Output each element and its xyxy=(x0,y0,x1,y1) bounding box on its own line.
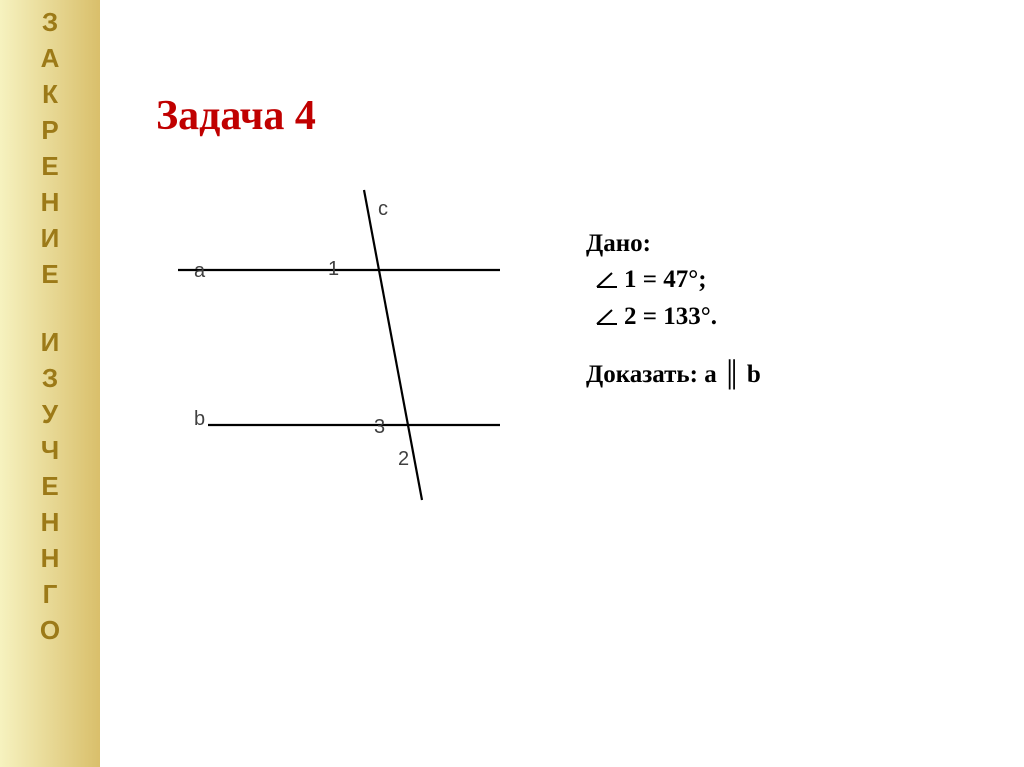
sidebar-letter: Н xyxy=(0,504,100,540)
sidebar-letter: Ч xyxy=(0,432,100,468)
angle-icon xyxy=(594,270,620,290)
sidebar-letter: Н xyxy=(0,540,100,576)
sidebar-letter: И xyxy=(0,220,100,256)
sidebar-letter: З xyxy=(0,4,100,40)
sidebar-letter: И xyxy=(0,324,100,360)
sidebar-letter: К xyxy=(0,76,100,112)
sidebar-letter: З xyxy=(0,360,100,396)
sidebar-letter: Р xyxy=(0,112,100,148)
problem-title: Задача 4 xyxy=(156,92,316,140)
geometry-diagram: c a b 1 32 xyxy=(160,180,520,510)
diagram-label-b: b xyxy=(194,408,205,431)
sidebar-letter: О xyxy=(0,612,100,648)
angle-1-text: 1 = 47°; xyxy=(624,262,707,298)
angle-2-text: 2 = 133°. xyxy=(624,299,717,335)
diagram-label-n2: 2 xyxy=(398,448,409,471)
sidebar-letter: Е xyxy=(0,256,100,292)
given-angle-1: 1 = 47°; xyxy=(586,262,761,298)
sidebar-letter: У xyxy=(0,396,100,432)
diagram-label-n3: 3 xyxy=(374,416,385,439)
given-angle-2: 2 = 133°. xyxy=(586,299,761,335)
sidebar-vertical-text: ЗАКРЕНИЕИЗУЧЕННГО xyxy=(0,4,100,648)
prove-line: Доказать: а ║ b xyxy=(586,357,761,393)
sidebar-letter: Е xyxy=(0,148,100,184)
sidebar-letter: Н xyxy=(0,184,100,220)
diagram-label-n1: 1 xyxy=(328,258,339,281)
sidebar-letter: А xyxy=(0,40,100,76)
given-heading: Дано: xyxy=(586,226,761,262)
angle-icon xyxy=(594,307,620,327)
given-block: Дано: 1 = 47°; 2 = 133°. Доказать: а ║ b xyxy=(586,226,761,393)
diagram-label-a: a xyxy=(194,260,205,283)
sidebar-letter: Е xyxy=(0,468,100,504)
diagram-label-c: c xyxy=(378,198,388,221)
sidebar-letter: Г xyxy=(0,576,100,612)
